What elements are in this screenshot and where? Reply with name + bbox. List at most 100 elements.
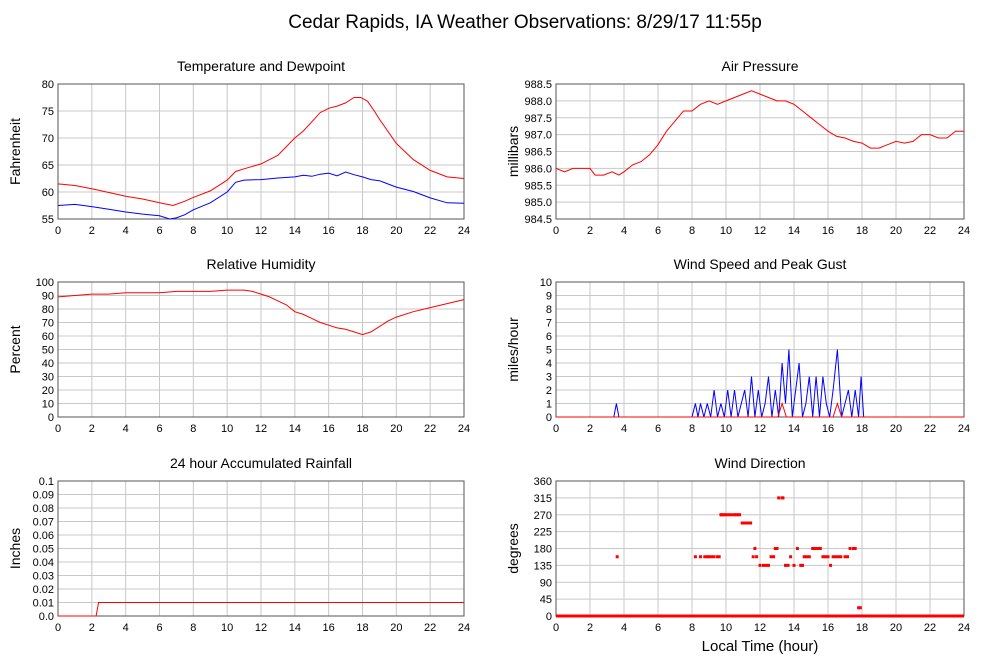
direction-point bbox=[769, 555, 773, 559]
direction-point bbox=[615, 555, 619, 559]
humidity-y-tick-label: 70 bbox=[42, 318, 54, 330]
rain-y-tick-label: 0.08 bbox=[33, 503, 54, 515]
pressure-chart-title: Air Pressure bbox=[721, 58, 798, 74]
wind-x-tick-label: 0 bbox=[553, 423, 559, 435]
direction-point bbox=[818, 547, 822, 550]
direction-point bbox=[834, 555, 838, 559]
temp-x-tick-label: 20 bbox=[390, 225, 402, 237]
direction-point bbox=[773, 547, 777, 550]
direction-y-tick-label: 135 bbox=[534, 560, 552, 572]
direction-point bbox=[712, 555, 716, 559]
direction-chart-title: Wind Direction bbox=[714, 455, 805, 471]
direction-point bbox=[831, 555, 835, 559]
direction-point bbox=[821, 555, 825, 559]
page-title: Cedar Rapids, IA Weather Observations: 8… bbox=[288, 12, 762, 33]
wind-x-tick-label: 18 bbox=[856, 423, 868, 435]
temp-x-tick-label: 8 bbox=[190, 225, 196, 237]
wind-x-tick-label: 24 bbox=[958, 423, 970, 435]
direction-y-tick-label: 225 bbox=[534, 527, 552, 539]
rain-x-tick-label: 18 bbox=[356, 622, 368, 634]
wind-y-tick-label: 6 bbox=[546, 331, 552, 343]
humidity-y-axis-label: Percent bbox=[7, 325, 23, 373]
wind-x-tick-label: 16 bbox=[822, 423, 834, 435]
temp-x-tick-label: 16 bbox=[323, 225, 335, 237]
humidity-y-tick-label: 40 bbox=[42, 358, 54, 370]
direction-point bbox=[857, 606, 861, 610]
pressure-series-line-1 bbox=[555, 90, 964, 176]
humidity-x-tick-label: 8 bbox=[190, 423, 196, 435]
direction-x-tick-label: 2 bbox=[587, 622, 593, 634]
direction-y-tick-label: 270 bbox=[534, 510, 552, 522]
pressure-y-axis-label: millibars bbox=[505, 126, 521, 177]
wind-x-tick-label: 8 bbox=[689, 423, 695, 435]
temp-series-line-1 bbox=[57, 97, 465, 207]
wind-y-axis-label: miles/hour bbox=[505, 317, 521, 382]
wind-y-tick-label: 5 bbox=[546, 345, 552, 357]
direction-y-tick-label: 315 bbox=[534, 493, 552, 505]
direction-point bbox=[730, 513, 734, 517]
humidity-x-tick-label: 0 bbox=[55, 423, 61, 435]
direction-point bbox=[792, 563, 796, 567]
direction-point bbox=[736, 513, 740, 517]
humidity-y-tick-label: 100 bbox=[36, 277, 54, 289]
direction-y-tick-label: 90 bbox=[540, 577, 552, 589]
rain-x-tick-label: 20 bbox=[390, 622, 402, 634]
temp-y-tick-label: 80 bbox=[42, 79, 54, 91]
temp-frame bbox=[57, 83, 465, 220]
direction-point bbox=[858, 606, 862, 610]
direction-point bbox=[751, 555, 755, 559]
rain-y-axis-label: Inches bbox=[7, 528, 23, 569]
direction-point bbox=[703, 555, 707, 559]
direction-y-tick-label: 360 bbox=[534, 476, 552, 488]
direction-x-tick-label: 12 bbox=[754, 622, 766, 634]
temp-x-tick-label: 4 bbox=[123, 225, 129, 237]
direction-x-tick-label: 10 bbox=[720, 622, 732, 634]
humidity-x-tick-label: 16 bbox=[323, 423, 335, 435]
rain-x-tick-label: 16 bbox=[323, 622, 335, 634]
wind-x-tick-label: 12 bbox=[754, 423, 766, 435]
direction-point bbox=[723, 513, 727, 517]
rain-y-tick-label: 0.03 bbox=[33, 571, 54, 583]
pressure-y-tick-label: 984.5 bbox=[524, 214, 552, 226]
direction-point bbox=[839, 555, 843, 559]
direction-point bbox=[767, 563, 770, 567]
direction-y-tick-label: 45 bbox=[540, 594, 552, 606]
humidity-y-tick-label: 20 bbox=[42, 385, 54, 397]
humidity-frame bbox=[57, 281, 465, 418]
direction-point bbox=[789, 555, 793, 559]
pressure-x-tick-label: 14 bbox=[788, 225, 800, 237]
temp-x-tick-label: 24 bbox=[458, 225, 470, 237]
direction-point bbox=[816, 547, 820, 550]
direction-point bbox=[795, 547, 799, 550]
rain-x-tick-label: 8 bbox=[190, 622, 196, 634]
direction-point bbox=[749, 521, 753, 525]
direction-point bbox=[758, 563, 762, 567]
pressure-x-tick-label: 0 bbox=[553, 225, 559, 237]
wind-y-tick-label: 0 bbox=[546, 412, 552, 424]
wind-y-tick-label: 8 bbox=[546, 304, 552, 316]
humidity-x-tick-label: 6 bbox=[156, 423, 162, 435]
direction-x-tick-label: 8 bbox=[689, 622, 695, 634]
temp-x-tick-label: 14 bbox=[289, 225, 301, 237]
pressure-y-tick-label: 985.0 bbox=[524, 197, 552, 209]
wind-y-tick-label: 1 bbox=[546, 399, 552, 411]
temp-y-axis-label: Fahrenheit bbox=[7, 118, 23, 185]
direction-point bbox=[813, 547, 817, 550]
rain-y-tick-label: 0.05 bbox=[33, 544, 54, 556]
direction-point bbox=[710, 555, 714, 559]
direction-point bbox=[784, 563, 787, 567]
humidity-x-tick-label: 22 bbox=[424, 423, 436, 435]
pressure-x-tick-label: 4 bbox=[621, 225, 627, 237]
temp-y-tick-label: 65 bbox=[42, 160, 54, 172]
wind-y-tick-label: 3 bbox=[546, 372, 552, 384]
rain-x-tick-label: 4 bbox=[123, 622, 129, 634]
humidity-y-tick-label: 60 bbox=[42, 331, 54, 343]
temp-y-tick-label: 75 bbox=[42, 106, 54, 118]
pressure-y-tick-label: 987.0 bbox=[524, 130, 552, 142]
direction-x-tick-label: 22 bbox=[924, 622, 936, 634]
wind-x-tick-label: 22 bbox=[924, 423, 936, 435]
direction-point bbox=[801, 563, 804, 567]
humidity-series-line-1 bbox=[57, 289, 465, 336]
